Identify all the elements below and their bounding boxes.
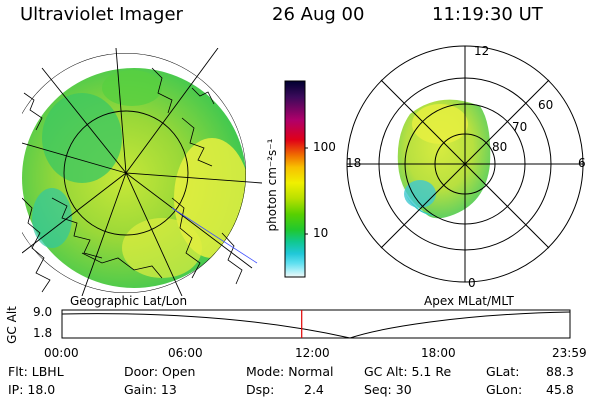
info-glon-label: GLon: — [486, 382, 523, 397]
timeline-xtick-0000: 00:00 — [44, 346, 79, 360]
polar-grid — [346, 45, 584, 283]
timeline-xtick-2359: 23:59 — [552, 346, 587, 360]
info-gc-alt: GC Alt: 5.1 Re — [364, 364, 452, 379]
info-gain: Gain: 13 — [124, 382, 177, 397]
altitude-timeline — [61, 309, 571, 339]
mlat-mlt-polar-panel — [346, 45, 584, 283]
info-glat-label: GLat: — [486, 364, 520, 379]
geo-auroral-emission — [22, 68, 246, 288]
info-door: Door: Open — [124, 364, 196, 379]
timeline-ylabel: GC Alt — [5, 306, 19, 344]
colorbar-tick-label-10: 10 — [313, 226, 329, 240]
info-ip: IP: 18.0 — [8, 382, 56, 397]
mlt-label-bottom: 0 — [468, 276, 476, 290]
colorbar — [284, 80, 308, 278]
mlat-label-80: 80 — [492, 140, 508, 154]
mlat-label-70: 70 — [512, 120, 528, 134]
info-flt: Flt: LBHL — [8, 364, 64, 379]
timeline-xtick-1200: 12:00 — [295, 346, 330, 360]
info-glat-value: 88.3 — [546, 364, 574, 379]
info-glon-value: 45.8 — [546, 382, 574, 397]
mlat-label-60: 60 — [538, 98, 554, 112]
geo-coastlines — [22, 67, 243, 293]
colorbar-unit-label: photon cm⁻²s⁻¹ — [265, 138, 279, 232]
info-seq: Seq: 30 — [364, 382, 412, 397]
mlt-label-top: 12 — [474, 44, 490, 58]
geo-terminator-line — [171, 207, 258, 264]
altitude-curve — [61, 311, 571, 339]
instrument-title: Ultraviolet Imager — [20, 4, 183, 25]
timeline-xtick-0600: 06:00 — [168, 346, 203, 360]
timeline-ytick-max: 9.0 — [33, 305, 53, 319]
apex-caption: Apex MLat/MLT — [424, 294, 514, 308]
mlt-label-left: 18 — [346, 156, 362, 170]
geographic-image-panel — [22, 48, 262, 296]
observation-time: 11:19:30 UT — [432, 4, 543, 25]
info-dsp-label: Dsp: — [246, 382, 275, 397]
observation-date: 26 Aug 00 — [272, 4, 365, 25]
info-dsp-value: 2.4 — [304, 382, 324, 397]
geo-grid — [22, 48, 262, 296]
timeline-ytick-min: 1.8 — [33, 326, 53, 340]
polar-auroral-emission — [397, 99, 491, 219]
mlt-label-right: 6 — [578, 156, 586, 170]
colorbar-tick-label-100: 100 — [313, 140, 336, 154]
timeline-xtick-1800: 18:00 — [421, 346, 456, 360]
geographic-caption: Geographic Lat/Lon — [70, 294, 188, 308]
info-mode: Mode: Normal — [246, 364, 334, 379]
